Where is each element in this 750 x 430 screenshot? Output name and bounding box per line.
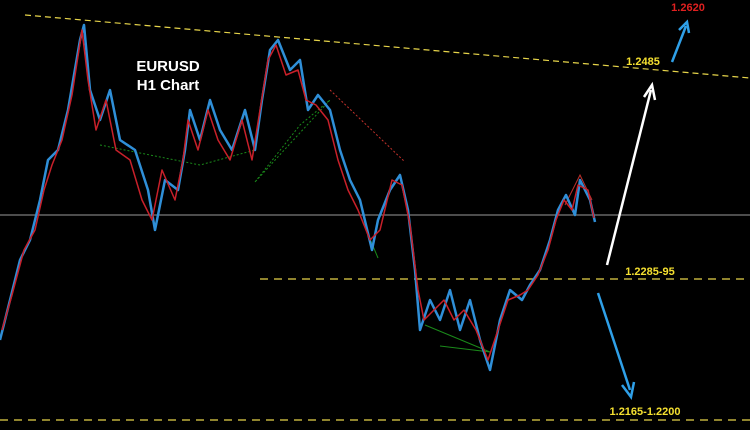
arrows bbox=[596, 19, 691, 400]
symbol: EURUSD bbox=[136, 58, 200, 75]
timeframe: H1 Chart bbox=[137, 77, 200, 94]
level-label: 1.2285-95 bbox=[625, 266, 675, 278]
trendline bbox=[24, 14, 750, 79]
price-action bbox=[0, 23, 597, 372]
level-label: 1.2485 bbox=[626, 56, 660, 68]
level-label: 1.2165-1.2200 bbox=[610, 406, 681, 418]
level-label: 1.2620 bbox=[671, 2, 705, 14]
